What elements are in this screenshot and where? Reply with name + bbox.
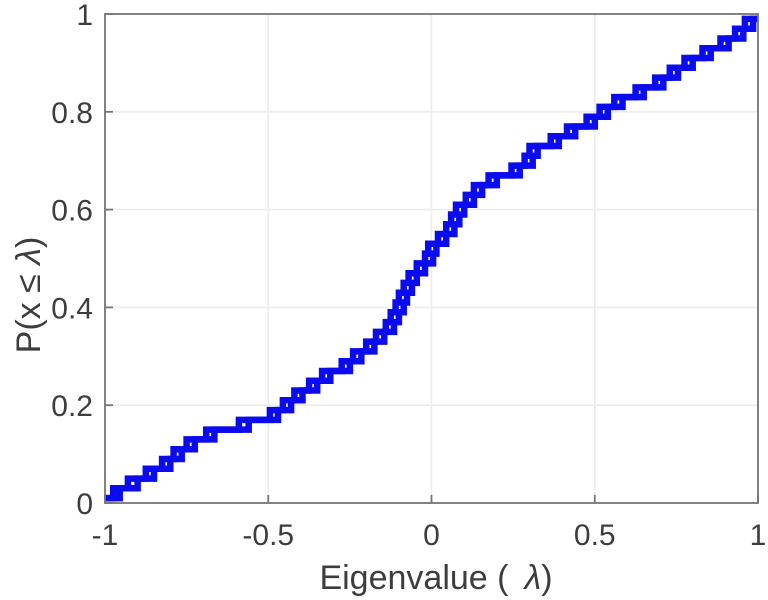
y-tick-label: 0.4 xyxy=(51,292,93,325)
gridlines xyxy=(105,14,758,503)
y-tick-label: 0.2 xyxy=(51,390,93,423)
x-axis-label: Eigenvalue (λ) xyxy=(319,559,552,597)
ecdf-lagging-curve xyxy=(105,15,758,502)
tick-marks xyxy=(104,13,759,504)
x-tick-label: -1 xyxy=(92,519,119,552)
y-tick-label: 0.6 xyxy=(51,195,93,228)
x-tick-label: -0.5 xyxy=(242,519,294,552)
ecdf-curves xyxy=(105,15,758,502)
x-tick-label: 0 xyxy=(423,519,440,552)
y-tick-label: 0.8 xyxy=(51,97,93,130)
x-tick-label: 0.5 xyxy=(574,519,616,552)
x-tick-label: 1 xyxy=(750,519,767,552)
y-tick-label: 0 xyxy=(76,488,93,521)
y-axis-label: P(x ≤ λ) xyxy=(10,237,48,354)
y-tick-label: 1 xyxy=(76,0,93,32)
tick-labels: -1 -0.5 0 0.5 1 0 0.2 0.4 0.6 0.8 1 xyxy=(51,0,766,552)
